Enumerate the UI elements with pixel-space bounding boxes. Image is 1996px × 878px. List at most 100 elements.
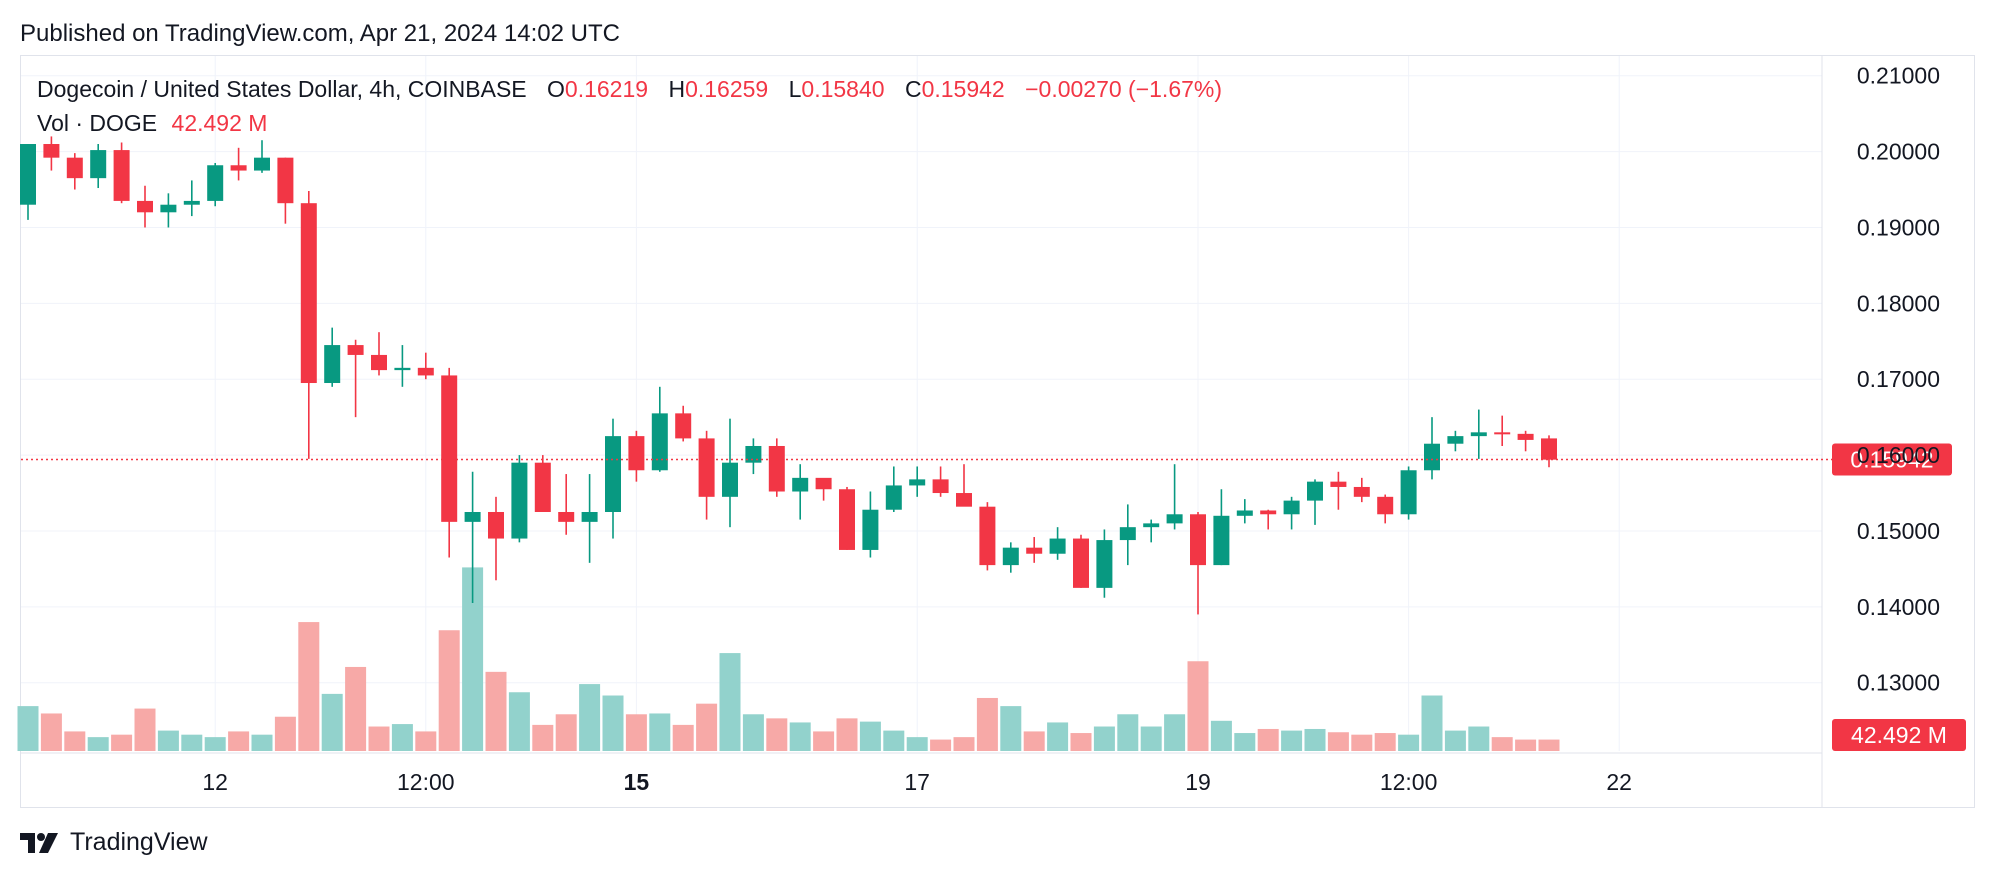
candle-body xyxy=(1213,515,1230,566)
volume-label: Vol · DOGE xyxy=(37,110,158,136)
candle-body xyxy=(1494,432,1511,435)
price-tick-label: 0.19000 xyxy=(1857,214,1940,240)
candle-body xyxy=(581,511,598,522)
candle-body xyxy=(1049,538,1066,554)
close-label: C xyxy=(904,76,922,102)
volume-legend: Vol · DOGE 42.492 M xyxy=(37,110,267,137)
volume-bar xyxy=(813,731,835,751)
price-tick-label: 0.13000 xyxy=(1857,670,1940,696)
last-volume-tag xyxy=(1832,719,1966,751)
candle-body xyxy=(675,413,692,439)
volume-bar xyxy=(134,708,156,751)
candle-body xyxy=(417,367,434,376)
candle-body xyxy=(1283,500,1300,515)
volume-bar xyxy=(766,718,788,751)
tradingview-logo-icon xyxy=(20,832,58,853)
candle-body xyxy=(651,413,668,471)
volume-bar xyxy=(181,734,203,751)
volume-bar xyxy=(228,731,250,751)
price-axis: 0.21000 0.20000 0.19000 0.18000 0.17000 0.160… xyxy=(1857,63,1940,696)
time-tick-label: 15 xyxy=(624,769,650,795)
high-label: H xyxy=(668,76,686,102)
volume-bar xyxy=(1421,695,1443,751)
candle-body xyxy=(1119,527,1136,541)
volume-bar xyxy=(40,713,62,751)
volume-bar xyxy=(953,737,975,751)
candle-body xyxy=(815,477,832,490)
volume-bar xyxy=(321,693,343,751)
volume-bar xyxy=(555,714,577,751)
volume-bar xyxy=(532,724,554,751)
volume-bar xyxy=(251,734,273,751)
last-price-line: 0.15942 42.492 M xyxy=(21,443,1966,751)
time-tick-label: 12:00 xyxy=(1380,769,1438,795)
symbol-title: Dogecoin / United States Dollar, 4h, COI… xyxy=(37,76,527,102)
time-tick-label: 17 xyxy=(904,769,930,795)
tradingview-logo[interactable]: TradingView xyxy=(20,828,208,857)
volume-bar xyxy=(1257,728,1279,751)
candle-body xyxy=(43,144,60,158)
price-tick-label: 0.17000 xyxy=(1857,366,1940,392)
time-tick-label: 22 xyxy=(1606,769,1632,795)
chart-frame[interactable] xyxy=(20,55,1975,808)
candle-body xyxy=(207,165,224,201)
volume-bar xyxy=(1000,706,1022,751)
volume-bar xyxy=(719,653,741,751)
volume-bar xyxy=(649,713,671,751)
time-tick-label: 12:00 xyxy=(397,769,455,795)
candle-body xyxy=(1260,510,1277,515)
candle-body xyxy=(464,511,481,522)
volume-bar xyxy=(742,714,764,751)
candle-body xyxy=(1470,432,1487,437)
candle-body xyxy=(1002,547,1019,566)
candle-body xyxy=(1307,481,1323,501)
last-price-label: 0.15942 xyxy=(1850,446,1933,472)
candle-body xyxy=(371,354,387,371)
candle-body xyxy=(324,345,341,384)
high-value: 0.16259 xyxy=(685,76,769,102)
low-value: 0.15840 xyxy=(801,76,885,102)
candle-body xyxy=(1166,514,1183,524)
candle-body xyxy=(1400,470,1417,515)
candle-body xyxy=(1143,523,1160,528)
volume-bar xyxy=(368,726,390,751)
volume-bar xyxy=(1187,661,1209,751)
candle-body xyxy=(347,345,364,355)
price-tick-label: 0.15000 xyxy=(1857,518,1940,544)
candle-body xyxy=(1073,538,1089,588)
volume-bar xyxy=(1140,726,1162,751)
volume-bar xyxy=(1491,737,1513,751)
tradingview-logo-text: TradingView xyxy=(70,828,208,856)
candle-body xyxy=(628,436,645,471)
volume-bar xyxy=(1281,730,1303,751)
volume-bar xyxy=(1468,726,1490,751)
volume-bar xyxy=(836,718,858,751)
volume-bar xyxy=(906,737,928,751)
volume-bar xyxy=(274,716,296,751)
candle-body xyxy=(441,375,458,522)
volume-bar xyxy=(462,567,484,751)
candle-body xyxy=(956,493,972,507)
candle-body xyxy=(979,506,996,566)
candle-body xyxy=(1353,486,1370,497)
volume-bar xyxy=(789,722,811,751)
candle-body xyxy=(394,367,411,371)
volume-bar xyxy=(17,706,39,751)
volume-bar xyxy=(1164,714,1186,751)
volume-bar xyxy=(87,737,109,751)
price-change: −0.00270 (−1.67%) xyxy=(1025,76,1223,102)
candle-body xyxy=(768,445,785,492)
volume-bar xyxy=(1304,728,1326,751)
price-tick-label: 0.16000 xyxy=(1857,442,1940,468)
candle-body xyxy=(605,436,621,512)
volume-bar xyxy=(345,666,367,751)
candle-body xyxy=(558,511,575,522)
candle-body xyxy=(254,157,270,171)
candle-body xyxy=(862,509,879,550)
volume-bar xyxy=(438,630,460,751)
candle-body xyxy=(792,477,809,492)
volume-bar xyxy=(1023,731,1045,751)
volume-bar xyxy=(672,724,694,751)
volume-bar xyxy=(1351,734,1373,751)
